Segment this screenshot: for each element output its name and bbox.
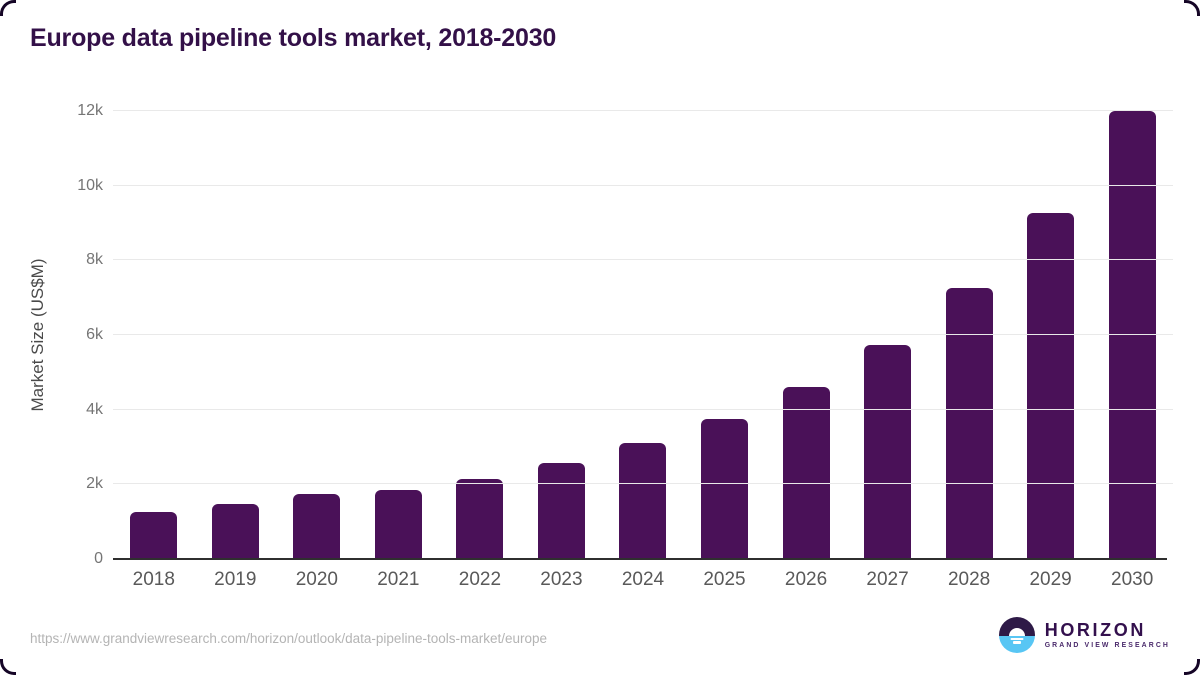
gridline-12k [113, 110, 1173, 111]
y-tick-label: 2k [86, 475, 103, 493]
brand-name: HORIZON [1044, 619, 1146, 640]
gridline-6k [113, 334, 1173, 335]
y-tick-label: 10k [77, 176, 103, 194]
bar-2027[interactable] [864, 344, 912, 559]
y-tick-label: 8k [86, 251, 103, 269]
bar-slot [1010, 111, 1092, 559]
bar-2020[interactable] [293, 494, 341, 559]
bar-slot [439, 111, 521, 559]
x-tick-label: 2023 [540, 569, 583, 590]
logo-text: HORIZON GRAND VIEW RESEARCH [1045, 621, 1170, 650]
screenshot-corner [0, 0, 16, 16]
bar-2021[interactable] [374, 489, 422, 559]
y-tick-label: 4k [86, 400, 103, 418]
screenshot-corner [1184, 659, 1200, 675]
y-tick-label: 6k [86, 326, 103, 343]
y-axis-ticks: 0 2k 4k 6k 8k 10k 12k [0, 102, 103, 567]
x-tick-label: 2027 [866, 569, 909, 590]
bar-slot [276, 111, 358, 559]
bars-row [113, 111, 1173, 559]
bar-slot [765, 111, 847, 559]
plot-area [113, 110, 1173, 560]
bar-2029[interactable] [1027, 213, 1075, 559]
source-url: https://www.grandviewresearch.com/horizo… [30, 631, 548, 646]
bar-slot [847, 111, 929, 559]
screenshot-corner [1184, 0, 1200, 16]
x-tick-label: 2029 [1029, 569, 1072, 590]
horizon-sun-icon [998, 617, 1035, 653]
y-tick-label: 0 [94, 550, 103, 567]
bar-slot [602, 111, 684, 559]
gridline-2k [113, 483, 1173, 485]
bar-2025[interactable] [700, 419, 748, 559]
bar-2028[interactable] [945, 288, 993, 559]
gridline-10k [113, 184, 1173, 186]
x-tick-label: 2019 [214, 569, 257, 590]
y-tick-label: 12k [77, 102, 103, 119]
bar-2023[interactable] [537, 463, 585, 559]
bar-slot [684, 111, 766, 559]
bar-slot [195, 111, 277, 559]
x-tick-label: 2024 [621, 569, 665, 590]
x-tick-label: 2028 [947, 569, 991, 590]
bar-2024[interactable] [619, 442, 667, 559]
gridline-8k [113, 259, 1173, 261]
page-title: Europe data pipeline tools market, 2018-… [30, 24, 557, 52]
x-tick-label: 2022 [458, 569, 502, 590]
gridline-4k [113, 408, 1173, 410]
bar-2030[interactable] [1108, 111, 1156, 559]
bar-slot [1091, 111, 1173, 559]
x-axis-labels: 2018 2019 2020 2021 2022 2023 2024 2025 2026 2027… [113, 569, 1173, 591]
x-tick-label: 2020 [295, 569, 338, 590]
bar-slot [521, 111, 603, 559]
x-tick-label: 2026 [784, 569, 828, 590]
x-tick-label: 2025 [703, 569, 746, 590]
bar-2019[interactable] [211, 503, 259, 559]
x-axis-line [113, 558, 1167, 560]
screenshot-corner [0, 659, 16, 675]
bar-2018[interactable] [130, 512, 178, 559]
bar-slot [928, 111, 1010, 559]
brand-tagline: GRAND VIEW RESEARCH [1044, 641, 1170, 649]
bar-2026[interactable] [782, 386, 830, 559]
horizon-logo: HORIZON GRAND VIEW RESEARCH [998, 617, 1170, 653]
x-tick-label: 2030 [1111, 569, 1154, 590]
bar-2022[interactable] [456, 478, 504, 559]
x-tick-label: 2021 [377, 569, 420, 590]
bar-slot [358, 111, 440, 559]
x-tick-label: 2018 [132, 569, 175, 590]
bar-slot [113, 111, 195, 559]
